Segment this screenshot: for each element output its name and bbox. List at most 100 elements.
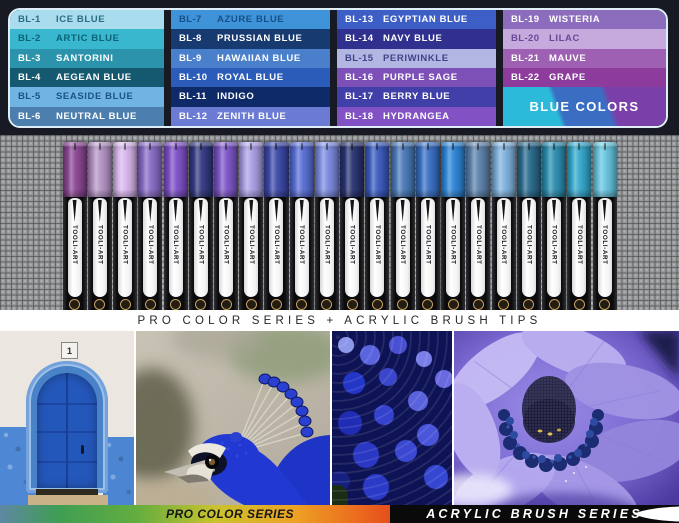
brush-nib-graphic <box>350 200 355 222</box>
door-arch-frame <box>26 361 108 493</box>
cap-clip <box>275 143 278 150</box>
cap-shading <box>87 142 112 197</box>
brand-text: TOOLI-ART <box>272 225 280 265</box>
brand-logo-icon <box>270 299 282 310</box>
brush-nib-graphic <box>602 200 607 222</box>
color-swatch-row: BL-4 AEGEAN BLUE <box>10 67 164 88</box>
paint-marker-1: TOOLI-ART <box>62 142 87 310</box>
color-code: BL-16 <box>345 72 374 84</box>
marker-body-label: TOOLI-ART <box>547 198 562 297</box>
brush-nib-graphic <box>526 200 531 222</box>
marker-cap <box>289 142 314 197</box>
brand-text: TOOLI-ART <box>222 225 230 265</box>
chart-column-4: BL-19 WISTERIA BL-20 LILAC BL-21 MAUVE BL-22 GR… <box>503 10 666 126</box>
color-swatch-row: BL-17 BERRY BLUE <box>337 87 496 107</box>
color-swatch-row: BL-8 PRUSSIAN BLUE <box>171 29 330 49</box>
brush-nib-graphic <box>425 200 430 222</box>
cap-shading <box>138 142 163 197</box>
color-swatch-row: BL-3 SANTORINI <box>10 48 164 68</box>
cap-shading <box>542 142 567 197</box>
marker-barrel: TOOLI-ART <box>567 197 592 310</box>
photo-gap <box>452 331 454 505</box>
paint-marker-6: TOOLI-ART <box>188 142 213 310</box>
color-swatch-row: BL-13 EGYPTIAN BLUE <box>337 10 496 30</box>
color-name: NAVY BLUE <box>383 33 443 45</box>
brand-text: TOOLI-ART <box>247 225 255 265</box>
brush-nib-graphic <box>552 200 557 222</box>
brush-nib-graphic <box>400 200 405 222</box>
acrylic-brush-series-bar: ACRYLIC BRUSH SERIES <box>390 505 679 523</box>
blue-colors-label: BLUE COLORS <box>529 99 640 115</box>
cap-clip <box>477 143 480 150</box>
photo-gap <box>134 331 136 505</box>
brush-nib-graphic <box>72 200 77 222</box>
marker-barrel: TOOLI-ART <box>390 197 415 310</box>
brand-text: TOOLI-ART <box>96 225 104 265</box>
marker-body-label: TOOLI-ART <box>92 198 107 297</box>
color-chart-columns: BL-1 ICE BLUE BL-2 ARTIC BLUE BL-3 SANTORINI B… <box>8 8 668 128</box>
paint-marker-10: TOOLI-ART <box>289 142 314 310</box>
marker-barrel: TOOLI-ART <box>113 197 138 310</box>
cap-clip <box>325 143 328 150</box>
marker-barrel: TOOLI-ART <box>87 197 112 310</box>
color-swatch-row: BL-9 HAWAIIAN BLUE <box>171 48 330 68</box>
color-swatch-row: BL-20 LILAC <box>503 29 666 49</box>
color-code: BL-3 <box>18 52 41 64</box>
color-name: EGYPTIAN BLUE <box>383 14 468 26</box>
color-name: PRUSSIAN BLUE <box>217 33 303 45</box>
marker-barrel: TOOLI-ART <box>340 197 365 310</box>
marker-barrel: TOOLI-ART <box>188 197 213 310</box>
cap-shading <box>264 142 289 197</box>
door-number-plate: 1 <box>61 342 78 359</box>
marker-barrel: TOOLI-ART <box>314 197 339 310</box>
brand-logo-icon <box>472 299 484 310</box>
color-code: BL-11 <box>179 91 207 103</box>
marker-body-label: TOOLI-ART <box>244 198 259 297</box>
paint-marker-13: TOOLI-ART <box>365 142 390 310</box>
color-swatch-row: BL-18 HYDRANGEA <box>337 106 496 126</box>
cap-shading <box>441 142 466 197</box>
paint-marker-3: TOOLI-ART <box>112 142 138 310</box>
brush-nib-graphic <box>501 200 506 222</box>
marker-cap <box>567 142 592 197</box>
color-name: HAWAIIAN BLUE <box>217 52 301 64</box>
marker-barrel: TOOLI-ART <box>62 197 87 310</box>
color-name: MAUVE <box>549 52 587 64</box>
color-swatch-row: BL-16 PURPLE SAGE <box>337 67 496 88</box>
color-code: BL-8 <box>179 33 202 45</box>
color-name: GRAPE <box>549 72 586 84</box>
color-code: BL-18 <box>345 110 374 122</box>
paint-marker-15: TOOLI-ART <box>415 142 440 310</box>
cap-shading <box>390 142 415 197</box>
brand-logo-icon <box>422 299 434 310</box>
marker-barrel: TOOLI-ART <box>466 197 491 310</box>
color-name: HYDRANGEA <box>383 110 450 122</box>
cap-shading <box>592 142 617 197</box>
brand-text: TOOLI-ART <box>71 225 79 265</box>
brush-nib-graphic <box>148 200 153 222</box>
brand-logo-icon <box>599 299 611 310</box>
brand-text: TOOLI-ART <box>424 225 432 265</box>
brush-nib-graphic <box>123 200 128 222</box>
marker-body-label: TOOLI-ART <box>67 198 82 297</box>
cap-clip <box>376 143 379 150</box>
door-sill <box>36 489 98 497</box>
cap-shading <box>314 142 339 197</box>
paint-marker-22: TOOLI-ART <box>592 142 617 310</box>
marker-cap <box>340 142 365 197</box>
brand-logo-icon <box>447 299 459 310</box>
paint-marker-18: TOOLI-ART <box>491 142 516 310</box>
marker-cap <box>491 142 516 197</box>
series-band-text: PRO COLOR SERIES + ACRYLIC BRUSH TIPS <box>137 314 542 327</box>
brand-logo-icon <box>498 299 510 310</box>
cap-clip <box>351 143 354 150</box>
marker-body-label: TOOLI-ART <box>496 198 511 297</box>
cap-clip <box>578 143 581 150</box>
footer-bars: PRO COLOR SERIES ACRYLIC BRUSH SERIES <box>0 505 679 523</box>
marker-body-label: TOOLI-ART <box>345 198 360 297</box>
cap-shading <box>214 142 239 197</box>
color-name: SEASIDE BLUE <box>56 91 134 103</box>
brand-text: TOOLI-ART <box>348 225 356 265</box>
pro-color-series-label: PRO COLOR SERIES <box>165 507 295 521</box>
brand-logo-icon <box>119 299 131 310</box>
